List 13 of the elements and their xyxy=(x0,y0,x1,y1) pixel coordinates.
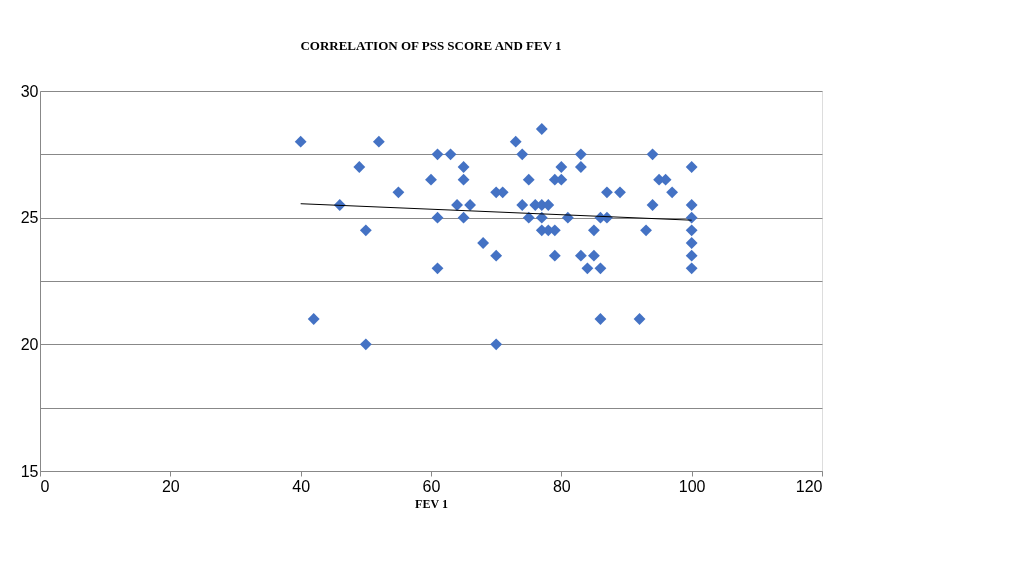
chart-title: CORRELATION OF PSS SCORE AND FEV 1 xyxy=(300,38,562,53)
x-tick-label: 120 xyxy=(795,477,823,495)
x-tick-label: 100 xyxy=(678,477,706,495)
x-tick-label: 40 xyxy=(292,477,311,495)
y-tick-label: 25 xyxy=(20,209,39,227)
x-tick-label: 0 xyxy=(40,477,50,495)
y-tick-label: 30 xyxy=(20,82,39,100)
y-tick-label: 20 xyxy=(20,335,39,353)
x-tick-label: 80 xyxy=(552,477,571,495)
y-tick-label: 15 xyxy=(20,462,39,480)
x-tick-label: 20 xyxy=(161,477,180,495)
x-axis-title: FEV 1 xyxy=(415,496,448,511)
x-tick-label: 60 xyxy=(422,477,441,495)
